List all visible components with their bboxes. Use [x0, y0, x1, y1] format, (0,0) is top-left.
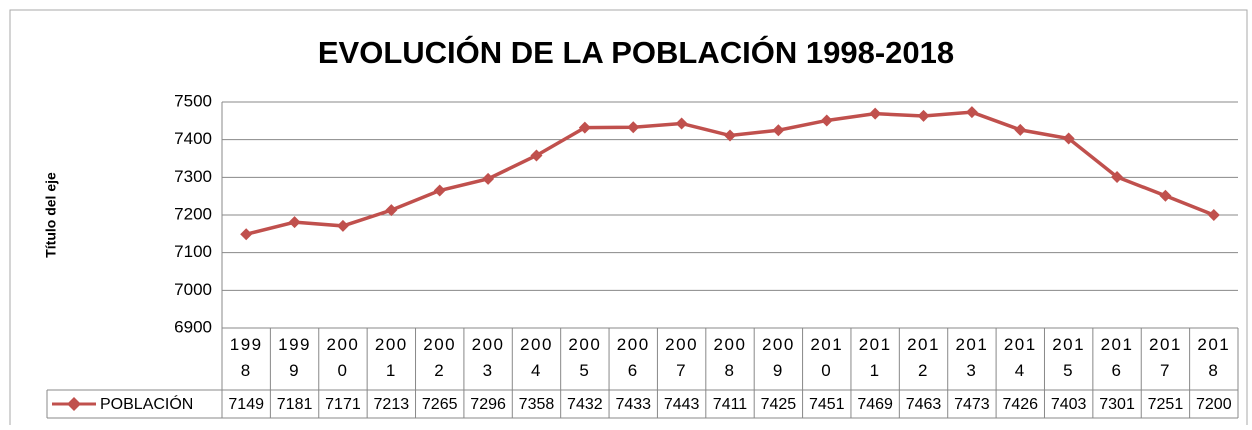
y-axis-title: Título del eje [43, 172, 59, 258]
x-tick-label: 2001 [374, 335, 408, 380]
x-tick-label: 2010 [810, 335, 844, 380]
x-tick-cell: 2011 [858, 335, 892, 380]
x-tick-cell: 2001 [374, 335, 408, 380]
table-value: 7473 [954, 396, 990, 413]
point-marker [482, 172, 495, 185]
table-value: 7411 [713, 396, 748, 413]
x-tick-cell: 2016 [1100, 335, 1134, 380]
chart-title: EVOLUCIÓN DE LA POBLACIÓN 1998-2018 [318, 34, 954, 70]
x-tick-label: 2014 [1003, 335, 1037, 380]
x-tick-cell: 2018 [1197, 335, 1231, 380]
table-value: 7403 [1051, 396, 1087, 413]
x-tick-label: 2004 [520, 335, 553, 380]
point-marker [917, 109, 930, 122]
table-value: 7463 [906, 396, 942, 413]
point-marker [1159, 189, 1172, 202]
point-marker [1014, 123, 1027, 136]
table-value: 7469 [857, 396, 893, 413]
y-tick-label: 7100 [174, 242, 212, 261]
point-marker [385, 204, 398, 217]
x-tick-label: 2002 [423, 335, 457, 380]
x-tick-label: 1999 [278, 335, 311, 380]
table-value: 7425 [761, 396, 797, 413]
x-tick-label: 2005 [568, 335, 602, 380]
table-value: 7433 [615, 396, 651, 413]
x-tick-cell: 2010 [810, 335, 844, 380]
point-marker [675, 117, 688, 130]
y-tick-label: 7000 [174, 280, 212, 299]
table-value: 7200 [1196, 396, 1232, 413]
x-tick-cell: 2002 [423, 335, 457, 380]
point-marker [433, 184, 446, 197]
x-tick-cell: 2017 [1148, 335, 1182, 380]
x-tick-cell: 2006 [616, 335, 650, 380]
x-tick-label: 2016 [1100, 335, 1134, 380]
x-tick-label: 2009 [761, 335, 795, 380]
x-tick-cell: 2005 [568, 335, 602, 380]
point-marker [240, 228, 253, 241]
x-tick-cell: 2004 [520, 335, 553, 380]
point-marker [1111, 170, 1124, 183]
table-value: 7443 [664, 396, 700, 413]
point-marker [336, 219, 349, 232]
y-tick-label: 7300 [174, 167, 212, 186]
x-tick-label: 2008 [713, 335, 747, 380]
legend-label: POBLACIÓN [100, 394, 193, 413]
point-marker [1207, 209, 1220, 221]
x-tick-cell: 2008 [713, 335, 747, 380]
y-tick-label: 7500 [174, 91, 212, 110]
point-marker [288, 216, 301, 229]
x-tick-label: 2000 [326, 335, 360, 380]
x-tick-cell: 2015 [1052, 335, 1086, 380]
x-tick-label: 2006 [616, 335, 650, 380]
x-tick-label: 2018 [1197, 335, 1231, 380]
y-tick-label: 7200 [174, 204, 212, 223]
point-marker [772, 124, 785, 137]
point-marker [869, 107, 882, 120]
point-marker [627, 121, 640, 134]
table-value: 7358 [519, 396, 555, 413]
point-marker [1062, 132, 1075, 145]
table-value: 7301 [1099, 396, 1135, 413]
table-value: 7265 [422, 396, 458, 413]
x-tick-cell: 2014 [1003, 335, 1037, 380]
x-tick-label: 2015 [1052, 335, 1086, 380]
table-value: 7432 [567, 396, 603, 413]
legend-marker [67, 397, 81, 411]
x-tick-cell: 2000 [326, 335, 360, 380]
x-tick-cell: 2012 [907, 335, 940, 380]
chart-frame [9, 9, 1248, 430]
x-tick-cell: 1998 [229, 335, 263, 380]
point-marker [724, 129, 736, 142]
x-tick-label: 2012 [907, 335, 940, 380]
x-tick-label: 2011 [858, 335, 892, 380]
table-value: 7296 [470, 396, 506, 413]
table-value: 7251 [1148, 396, 1184, 413]
x-tick-cell: 2003 [471, 335, 505, 380]
table-value: 7426 [1002, 396, 1038, 413]
y-tick-label: 7400 [174, 129, 212, 148]
x-tick-cell: 2007 [665, 335, 699, 380]
x-tick-cell: 2009 [761, 335, 795, 380]
x-tick-label: 2013 [955, 335, 989, 380]
point-marker [965, 106, 978, 119]
x-tick-cell: 1999 [278, 335, 311, 380]
point-marker [820, 114, 833, 127]
x-tick-label: 1998 [229, 335, 263, 380]
table-value: 7213 [374, 396, 410, 413]
x-tick-cell: 2013 [955, 335, 989, 380]
x-tick-label: 2007 [665, 335, 699, 380]
x-tick-label: 2017 [1148, 335, 1182, 380]
table-value: 7149 [228, 396, 264, 413]
point-marker [530, 149, 543, 162]
table-value: 7451 [809, 396, 845, 413]
table-value: 7181 [277, 396, 313, 413]
y-tick-label: 6900 [174, 317, 212, 336]
table-value: 7171 [325, 396, 361, 413]
point-marker [578, 121, 591, 134]
x-tick-label: 2003 [471, 335, 505, 380]
